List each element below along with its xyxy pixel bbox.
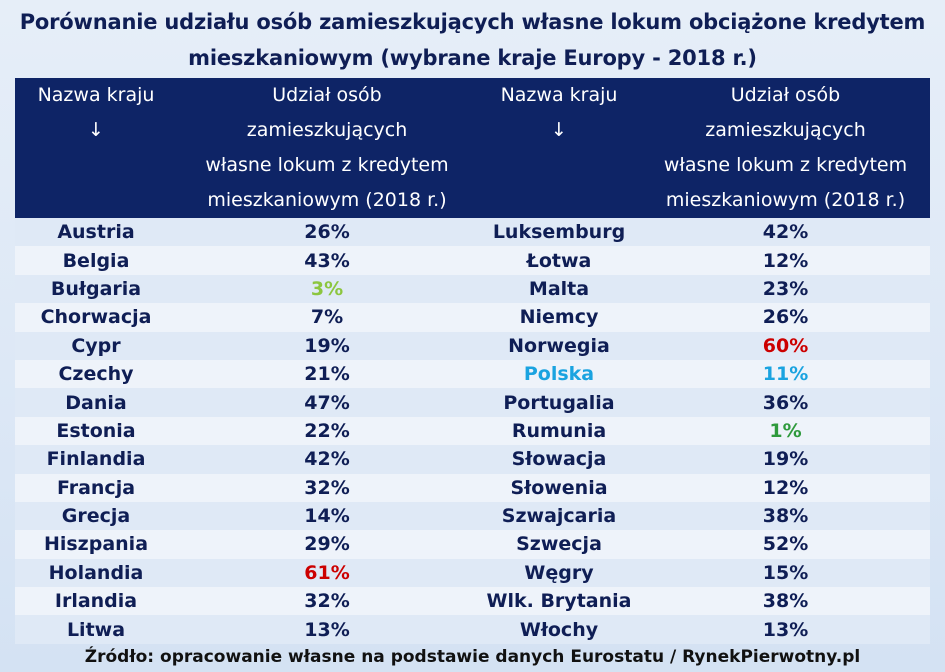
value-cell: 43% <box>177 246 477 275</box>
title-line-2: mieszkaniowym (wybrane kraje Europy - 20… <box>188 46 757 70</box>
table-row: Czechy 21% Polska 11% <box>15 359 930 389</box>
header-share-line: Udział osób <box>730 84 841 106</box>
value-cell: 19% <box>641 445 930 474</box>
country-cell: Grecja <box>15 501 177 531</box>
country-cell: Łotwa <box>477 246 641 275</box>
country-cell: Estonia <box>15 416 177 446</box>
value-cell: 13% <box>177 615 477 644</box>
table-row: Austria 26% Luksemburg 42% <box>15 218 930 247</box>
country-cell: Węgry <box>477 558 641 588</box>
value-cell: 38% <box>641 587 930 616</box>
country-cell: Belgia <box>15 246 177 275</box>
value-cell: 12% <box>641 473 930 502</box>
value-cell: 42% <box>641 218 930 247</box>
table-row: Irlandia 32% Wlk. Brytania 38% <box>15 587 930 616</box>
header-share-line: własne lokum z kredytem <box>663 154 908 176</box>
country-cell: Francja <box>15 473 177 502</box>
country-cell: Luksemburg <box>477 218 641 247</box>
country-cell: Niemcy <box>477 303 641 332</box>
country-cell: Litwa <box>15 615 177 644</box>
country-cell: Holandia <box>15 558 177 588</box>
value-cell: 13% <box>641 615 930 644</box>
value-cell: 29% <box>177 530 477 559</box>
country-cell: Słowacja <box>477 445 641 474</box>
header-share-line: własne lokum z kredytem <box>205 154 449 176</box>
table-row: Francja 32% Słowenia 12% <box>15 473 930 502</box>
country-cell: Włochy <box>477 615 641 644</box>
value-cell: 22% <box>177 416 477 446</box>
value-cell: 21% <box>177 359 477 389</box>
table-row: Chorwacja 7% Niemcy 26% <box>15 303 930 332</box>
value-cell-highlight-red: 60% <box>641 331 930 360</box>
value-cell: 19% <box>177 331 477 360</box>
value-cell: 14% <box>177 501 477 531</box>
value-cell-lowest-green: 3% <box>177 274 477 304</box>
arrow-down-icon: ↓ <box>551 119 567 141</box>
country-cell: Portugalia <box>477 388 641 417</box>
value-cell: 36% <box>641 388 930 417</box>
value-cell: 12% <box>641 246 930 275</box>
header-country-label: Nazwa kraju <box>37 84 155 106</box>
country-cell: Austria <box>15 218 177 247</box>
header-share-line: Udział osób <box>272 84 382 106</box>
table-row: Bułgaria 3% Malta 23% <box>15 274 930 304</box>
header-share-right: Udział osób zamieszkujących własne lokum… <box>641 78 930 218</box>
table-row: Grecja 14% Szwajcaria 38% <box>15 501 930 531</box>
value-cell-highlight-red: 61% <box>177 558 477 588</box>
country-cell: Norwegia <box>477 331 641 360</box>
page-title: Porównanie udziału osób zamieszkujących … <box>0 4 945 76</box>
value-cell: 42% <box>177 445 477 474</box>
table-row: Belgia 43% Łotwa 12% <box>15 246 930 275</box>
value-cell: 26% <box>641 303 930 332</box>
country-cell: Chorwacja <box>15 303 177 332</box>
header-share-line: zamieszkujących <box>705 119 866 141</box>
table-row: Cypr 19% Norwegia 60% <box>15 331 930 360</box>
value-cell: 26% <box>177 218 477 247</box>
country-cell: Dania <box>15 388 177 417</box>
value-cell: 47% <box>177 388 477 417</box>
arrow-down-icon: ↓ <box>88 119 104 141</box>
table-header-row: Nazwa kraju ↓ Udział osób zamieszkującyc… <box>15 78 930 218</box>
table-row: Holandia 61% Węgry 15% <box>15 558 930 588</box>
header-country-left: Nazwa kraju ↓ <box>15 78 177 218</box>
country-cell: Finlandia <box>15 445 177 474</box>
value-cell: 32% <box>177 587 477 616</box>
country-cell: Szwajcaria <box>477 501 641 531</box>
table-row: Dania 47% Portugalia 36% <box>15 388 930 417</box>
table-row: Finlandia 42% Słowacja 19% <box>15 445 930 474</box>
country-cell: Rumunia <box>477 416 641 446</box>
value-cell: 15% <box>641 558 930 588</box>
country-cell-poland: Polska <box>477 359 641 389</box>
table-row: Litwa 13% Włochy 13% <box>15 615 930 644</box>
country-cell: Słowenia <box>477 473 641 502</box>
header-share-line: mieszkaniowym (2018 r.) <box>665 189 906 211</box>
value-cell-lowest-green: 1% <box>641 416 930 446</box>
value-cell: 32% <box>177 473 477 502</box>
value-cell: 23% <box>641 274 930 304</box>
country-cell: Czechy <box>15 359 177 389</box>
table-row: Hiszpania 29% Szwecja 52% <box>15 530 930 559</box>
country-cell: Malta <box>477 274 641 304</box>
country-cell: Irlandia <box>15 587 177 616</box>
header-share-line: mieszkaniowym (2018 r.) <box>207 189 447 211</box>
country-cell: Hiszpania <box>15 530 177 559</box>
title-line-1: Porównanie udziału osób zamieszkujących … <box>19 10 926 34</box>
value-cell: 52% <box>641 530 930 559</box>
value-cell-poland: 11% <box>641 359 930 389</box>
header-share-left: Udział osób zamieszkujących własne lokum… <box>177 78 477 218</box>
header-country-right: Nazwa kraju ↓ <box>477 78 641 218</box>
header-share-line: zamieszkujących <box>246 119 408 141</box>
country-cell: Szwecja <box>477 530 641 559</box>
country-cell: Bułgaria <box>15 274 177 304</box>
value-cell: 7% <box>177 303 477 332</box>
comparison-table: Nazwa kraju ↓ Udział osób zamieszkującyc… <box>15 78 930 644</box>
header-country-label: Nazwa kraju <box>500 84 618 106</box>
country-cell: Wlk. Brytania <box>477 587 641 616</box>
source-note: Źródło: opracowanie własne na podstawie … <box>84 647 861 667</box>
value-cell: 38% <box>641 501 930 531</box>
country-cell: Cypr <box>15 331 177 360</box>
table-row: Estonia 22% Rumunia 1% <box>15 416 930 446</box>
